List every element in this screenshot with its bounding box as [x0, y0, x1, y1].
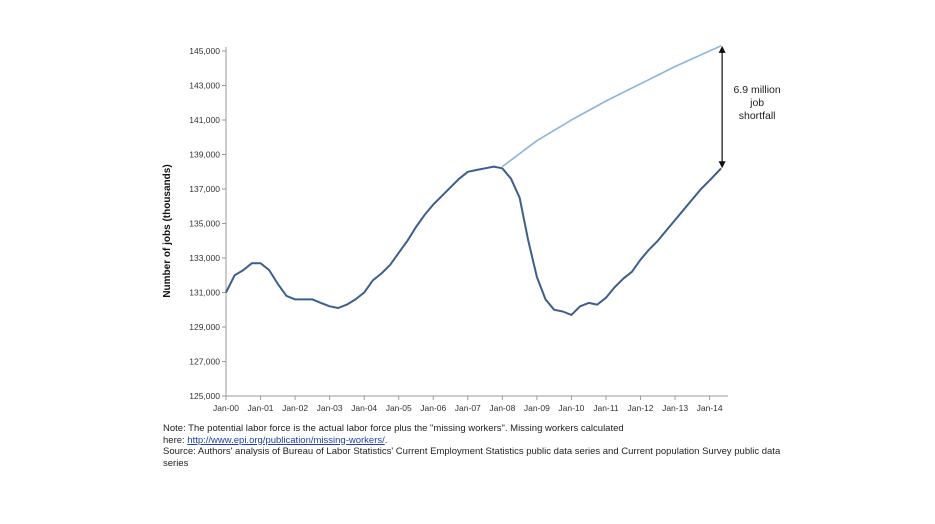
x-tick-label: Jan-12: [628, 403, 654, 413]
y-tick-label: 139,000: [189, 150, 220, 160]
y-tick-label: 135,000: [189, 219, 220, 229]
x-tick-label: Jan-06: [420, 403, 446, 413]
note-link-line: here: http://www.epi.org/publication/mis…: [163, 435, 803, 447]
arrow-head-up: [718, 45, 726, 53]
x-tick-label: Jan-08: [489, 403, 515, 413]
y-tick-label: 145,000: [189, 46, 220, 56]
x-tick-label: Jan-13: [662, 403, 688, 413]
note-prefix: here:: [163, 434, 188, 446]
x-tick-label: Jan-07: [455, 403, 481, 413]
x-tick-label: Jan-02: [282, 403, 308, 413]
chart-series: [225, 45, 722, 316]
shortfall-label: shortfall: [739, 110, 776, 122]
y-tick-label: 127,000: [189, 357, 220, 367]
note-suffix: .: [384, 434, 388, 446]
x-tick-label: Jan-14: [697, 403, 723, 413]
potential-employment-line: [501, 45, 722, 168]
arrow-head-down: [718, 161, 726, 169]
chart-axes: 125,000 127,000 129,000 131,000 133,000 135,0…: [189, 46, 728, 413]
jobs-line-chart: 125,000 127,000 129,000 131,000 133,000 135,0…: [162, 45, 781, 413]
chart-notes: Note: The potential labor force is the a…: [163, 423, 803, 469]
y-tick-label: 129,000: [189, 322, 220, 332]
source-line: Source: Authors' analysis of Bureau of L…: [163, 446, 781, 469]
y-axis-label: Number of jobs (thousands): [162, 164, 173, 297]
x-tick-label: Jan-03: [317, 403, 343, 413]
shortfall-label: 6.9 million: [733, 84, 780, 96]
x-tick-label: Jan-00: [213, 403, 239, 413]
y-tick-label: 143,000: [189, 81, 220, 91]
shortfall-label: job: [749, 97, 764, 109]
note-line: Note: The potential labor force is the a…: [163, 423, 624, 434]
x-tick-label: Jan-09: [524, 403, 550, 413]
y-tick-label: 137,000: [189, 184, 220, 194]
x-tick-label: Jan-05: [386, 403, 412, 413]
y-tick-label: 133,000: [189, 253, 220, 263]
x-tick-label: Jan-04: [351, 403, 377, 413]
x-tick-label: Jan-10: [558, 403, 584, 413]
y-tick-label: 131,000: [189, 288, 220, 298]
y-tick-label: 141,000: [189, 115, 220, 125]
x-tick-label: Jan-01: [248, 403, 274, 413]
x-tick-label: Jan-11: [593, 403, 619, 413]
actual-employment-line: [225, 165, 722, 316]
y-tick-label: 125,000: [189, 391, 220, 401]
missing-workers-link[interactable]: http://www.epi.org/publication/missing-w…: [187, 434, 385, 446]
